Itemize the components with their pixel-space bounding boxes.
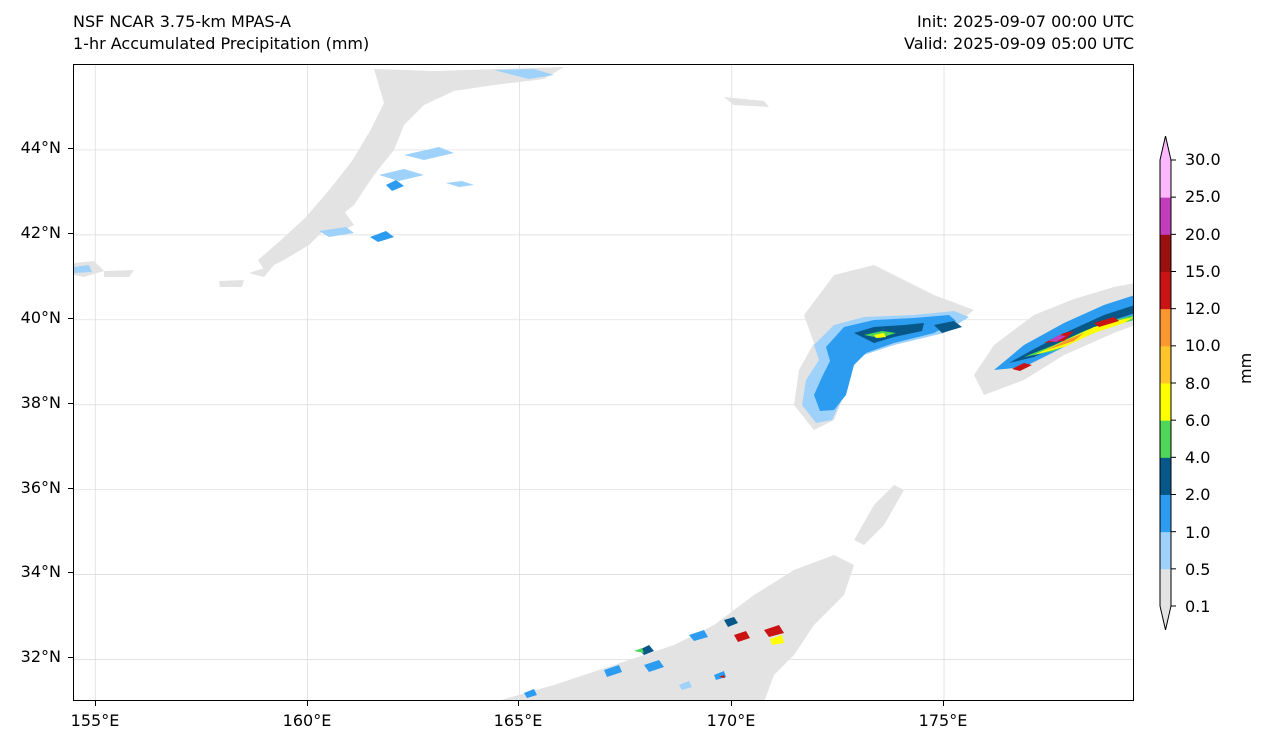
lat-label-32: 32°N [20,647,61,666]
colorbar-label: 0.5 [1185,560,1211,579]
map-canvas [74,65,1133,700]
colorbar-segment [1160,383,1171,421]
colorbar-label: 8.0 [1185,374,1211,393]
lat-tick [68,148,73,149]
title-right: Init: 2025-09-07 00:00 UTC Valid: 2025-0… [904,11,1134,55]
lon-tick [731,701,732,706]
lon-label-155: 155°E [70,711,120,730]
colorbar-segment [1160,308,1171,347]
colorbar-extend-max [1160,136,1171,160]
precipitation-map [73,64,1134,701]
colorbar-label: 25.0 [1185,187,1221,206]
init-time: Init: 2025-09-07 00:00 UTC [916,12,1134,31]
colorbar-segment [1160,494,1171,533]
lat-tick [68,233,73,234]
lon-label-175: 175°E [918,711,968,730]
colorbar-unit: mm [1236,352,1255,384]
lon-tick [943,701,944,706]
lat-label-42: 42°N [20,223,61,242]
colorbar-label: 12.0 [1185,299,1221,318]
colorbar-label: 10.0 [1185,336,1221,355]
colorbar-label: 15.0 [1185,262,1221,281]
precip-system-northeast [974,283,1133,395]
lon-tick [307,701,308,706]
colorbar-segment [1160,420,1171,458]
lat-tick [68,657,73,658]
colorbar-label: 4.0 [1185,448,1211,467]
lon-label-170: 170°E [706,711,756,730]
lat-tick [68,318,73,319]
lat-label-44: 44°N [20,138,61,157]
title-left: NSF NCAR 3.75-km MPAS-A 1-hr Accumulated… [73,11,369,55]
lon-label-160: 160°E [282,711,332,730]
lon-tick [518,701,519,706]
field-title: 1-hr Accumulated Precipitation (mm) [73,34,370,53]
colorbar-label: 1.0 [1185,523,1211,542]
colorbar-segment [1160,345,1171,384]
lon-tick [95,701,96,706]
colorbar-segment [1160,160,1171,198]
precip-band-north [249,67,769,277]
colorbar-extend-min [1160,606,1171,630]
colorbar-segment [1160,197,1171,235]
precip-band-west [74,261,244,287]
colorbar [1159,136,1176,630]
valid-time: Valid: 2025-09-09 05:00 UTC [903,34,1134,53]
colorbar-label: 2.0 [1185,485,1211,504]
precip-band-south [501,485,904,700]
colorbar-segment [1160,568,1171,607]
map-gridlines [74,65,1133,700]
colorbar-segment [1160,457,1171,495]
model-title: NSF NCAR 3.75-km MPAS-A [73,12,291,31]
colorbar-label: 30.0 [1185,150,1221,169]
precip-system-central [794,265,974,430]
lat-label-36: 36°N [20,478,61,497]
lat-tick [68,403,73,404]
lat-label-34: 34°N [20,562,61,581]
colorbar-segment [1160,531,1171,570]
colorbar-segment [1160,271,1171,310]
lat-label-38: 38°N [20,393,61,412]
lat-tick [68,572,73,573]
colorbar-label: 6.0 [1185,411,1211,430]
colorbar-segment [1160,234,1171,272]
lon-label-165: 165°E [493,711,543,730]
lat-label-40: 40°N [20,308,61,327]
colorbar-label: 0.1 [1185,597,1211,616]
lat-tick [68,488,73,489]
colorbar-label: 20.0 [1185,225,1221,244]
